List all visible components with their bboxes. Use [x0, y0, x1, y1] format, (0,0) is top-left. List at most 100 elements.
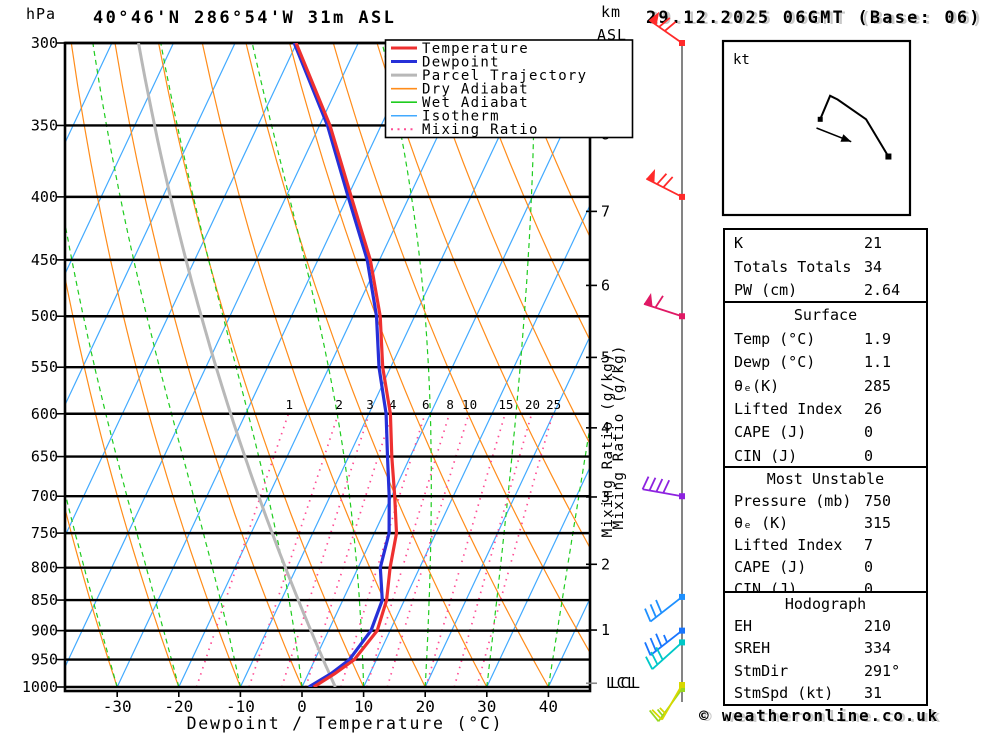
- svg-text:25: 25: [546, 397, 561, 412]
- stats-section-header: Hodograph: [784, 595, 867, 614]
- hodograph: 255075kt: [721, 39, 912, 217]
- svg-text:Parcel Trajectory: Parcel Trajectory: [422, 68, 587, 84]
- svg-text:600: 600: [31, 405, 58, 423]
- pressure-axis-unit-label: hPa: [26, 5, 57, 23]
- svg-text:4: 4: [601, 419, 610, 437]
- svg-text:7: 7: [601, 202, 610, 220]
- svg-text:Mixing Ratio (g/kg): Mixing Ratio (g/kg): [611, 345, 627, 530]
- svg-text:Dewpoint / Temperature (°C): Dewpoint / Temperature (°C): [187, 714, 504, 733]
- stats-row: Dewp (°C) 1.1: [734, 353, 892, 372]
- svg-text:Dry Adiabat: Dry Adiabat: [422, 81, 529, 97]
- page-title: 40°46'N 286°54'W 31m ASL: [93, 8, 397, 28]
- wind-barbs: [641, 11, 685, 722]
- svg-text:40: 40: [539, 697, 558, 716]
- svg-text:Mixing Ratio (g/kg): Mixing Ratio (g/kg): [600, 353, 616, 538]
- stats-row: Lifted Index 7: [734, 536, 874, 554]
- storm-motion-arrow: [840, 134, 852, 142]
- svg-text:Wet Adiabat: Wet Adiabat: [422, 95, 529, 111]
- svg-text:550: 550: [31, 358, 58, 376]
- svg-text:350: 350: [31, 116, 58, 134]
- svg-text:500: 500: [31, 307, 58, 325]
- svg-text:-30: -30: [103, 697, 132, 716]
- svg-text:300: 300: [31, 34, 58, 52]
- altitude-axis-unit-km: km: [601, 3, 622, 21]
- svg-text:900: 900: [31, 622, 58, 640]
- dewpoint-curve: [292, 43, 391, 687]
- svg-text:1000: 1000: [22, 678, 58, 696]
- svg-text:800: 800: [31, 559, 58, 577]
- svg-text:Isotherm: Isotherm: [422, 109, 500, 125]
- parcel-trajectory-curve: [137, 43, 337, 687]
- stats-row: CAPE (J) 0: [734, 423, 874, 442]
- svg-text:950: 950: [31, 651, 58, 669]
- svg-text:6: 6: [601, 276, 610, 294]
- stats-row: CIN (J) 0: [734, 446, 874, 465]
- svg-text:20: 20: [416, 697, 435, 716]
- stats-row: StmDir 291°: [734, 661, 901, 680]
- svg-text:3: 3: [601, 488, 610, 506]
- stats-row: Pressure (mb) 750: [734, 492, 892, 510]
- svg-text:750: 750: [31, 524, 58, 542]
- hodograph-trace: [819, 94, 890, 158]
- svg-text:20: 20: [525, 397, 540, 412]
- svg-text:8: 8: [446, 397, 454, 412]
- svg-text:5: 5: [601, 348, 610, 366]
- svg-text:Temperature: Temperature: [422, 41, 529, 57]
- stats-section-header: Surface: [793, 306, 858, 325]
- svg-text:15: 15: [498, 397, 513, 412]
- temperature-curve: [294, 43, 399, 687]
- svg-text:2: 2: [601, 555, 610, 573]
- stats-row: PW (cm) 2.64: [734, 281, 901, 300]
- svg-text:Dewpoint: Dewpoint: [422, 54, 500, 70]
- svg-text:10: 10: [354, 697, 373, 716]
- svg-text:LCL: LCL: [610, 674, 642, 692]
- svg-text:650: 650: [31, 448, 58, 466]
- legend-box: [384, 39, 634, 139]
- svg-text:0: 0: [297, 697, 307, 716]
- stats-row: SREH 334: [734, 639, 892, 658]
- stats-section-1: Surface Temp (°C) 1.9 Dewp (°C) 1.1 θₑ(K) 285 L…: [723, 301, 928, 470]
- svg-text:1: 1: [285, 397, 293, 412]
- stats-row: K 21: [734, 233, 883, 252]
- svg-text:-20: -20: [164, 697, 193, 716]
- sounding-curves: [137, 43, 399, 687]
- stats-row: CAPE (J) 0: [734, 558, 874, 576]
- stats-row: StmSpd (kt) 31: [734, 683, 883, 702]
- km-axis: 87654321LCLLCL: [586, 126, 642, 692]
- stats-section-2: Most Unstable Pressure (mb) 750 θₑ (K) 315 Li…: [723, 466, 928, 598]
- svg-text:850: 850: [31, 591, 58, 609]
- stats-row: Lifted Index 26: [734, 399, 883, 418]
- svg-text:kt: kt: [733, 52, 750, 68]
- svg-text:-10: -10: [226, 697, 255, 716]
- stats-row: Temp (°C) 1.9: [734, 329, 892, 348]
- svg-text:4: 4: [389, 397, 397, 412]
- run-datetime: 29.12.2025 06GMT (Base: 06): [646, 8, 982, 28]
- svg-text:30: 30: [477, 697, 496, 716]
- svg-text:10: 10: [462, 397, 477, 412]
- svg-text:Mixing Ratio: Mixing Ratio: [422, 122, 539, 138]
- svg-text:400: 400: [31, 188, 58, 206]
- stats-row: Totals Totals 34: [734, 257, 883, 276]
- svg-text:700: 700: [31, 487, 58, 505]
- stats-section-0: K 21 Totals Totals 34 PW (cm) 2.64: [723, 228, 928, 305]
- plot-frame: [63, 41, 592, 693]
- svg-text:6: 6: [422, 397, 430, 412]
- svg-text:450: 450: [31, 251, 58, 269]
- svg-text:3: 3: [366, 397, 374, 412]
- svg-text:LCL: LCL: [606, 674, 638, 692]
- copyright: © weatheronline.co.uk: [699, 706, 940, 725]
- stats-section-header: Most Unstable: [766, 470, 885, 488]
- svg-text:1: 1: [601, 621, 610, 639]
- svg-text:2: 2: [335, 397, 343, 412]
- wet-adiabat-lines: [65, 43, 590, 687]
- stats-row: θₑ(K) 285: [734, 376, 892, 395]
- stats-row: EH 210: [734, 617, 892, 636]
- stats-row: θₑ (K) 315: [734, 514, 892, 532]
- x-axis: -30 -20 -10 0 10 20 30 40 Dewpoint / Temperature…: [103, 691, 558, 733]
- mixing-ratio-labels: 1 2 3 4 6 8 10 15 20 25: [285, 397, 561, 412]
- mixing-ratio-axis-label: Mixing Ratio (g/kg)Mixing Ratio (g/kg): [600, 345, 627, 538]
- stats-section-3: Hodograph EH 210 SREH 334 StmDir 291° StmSpd (k…: [723, 591, 928, 706]
